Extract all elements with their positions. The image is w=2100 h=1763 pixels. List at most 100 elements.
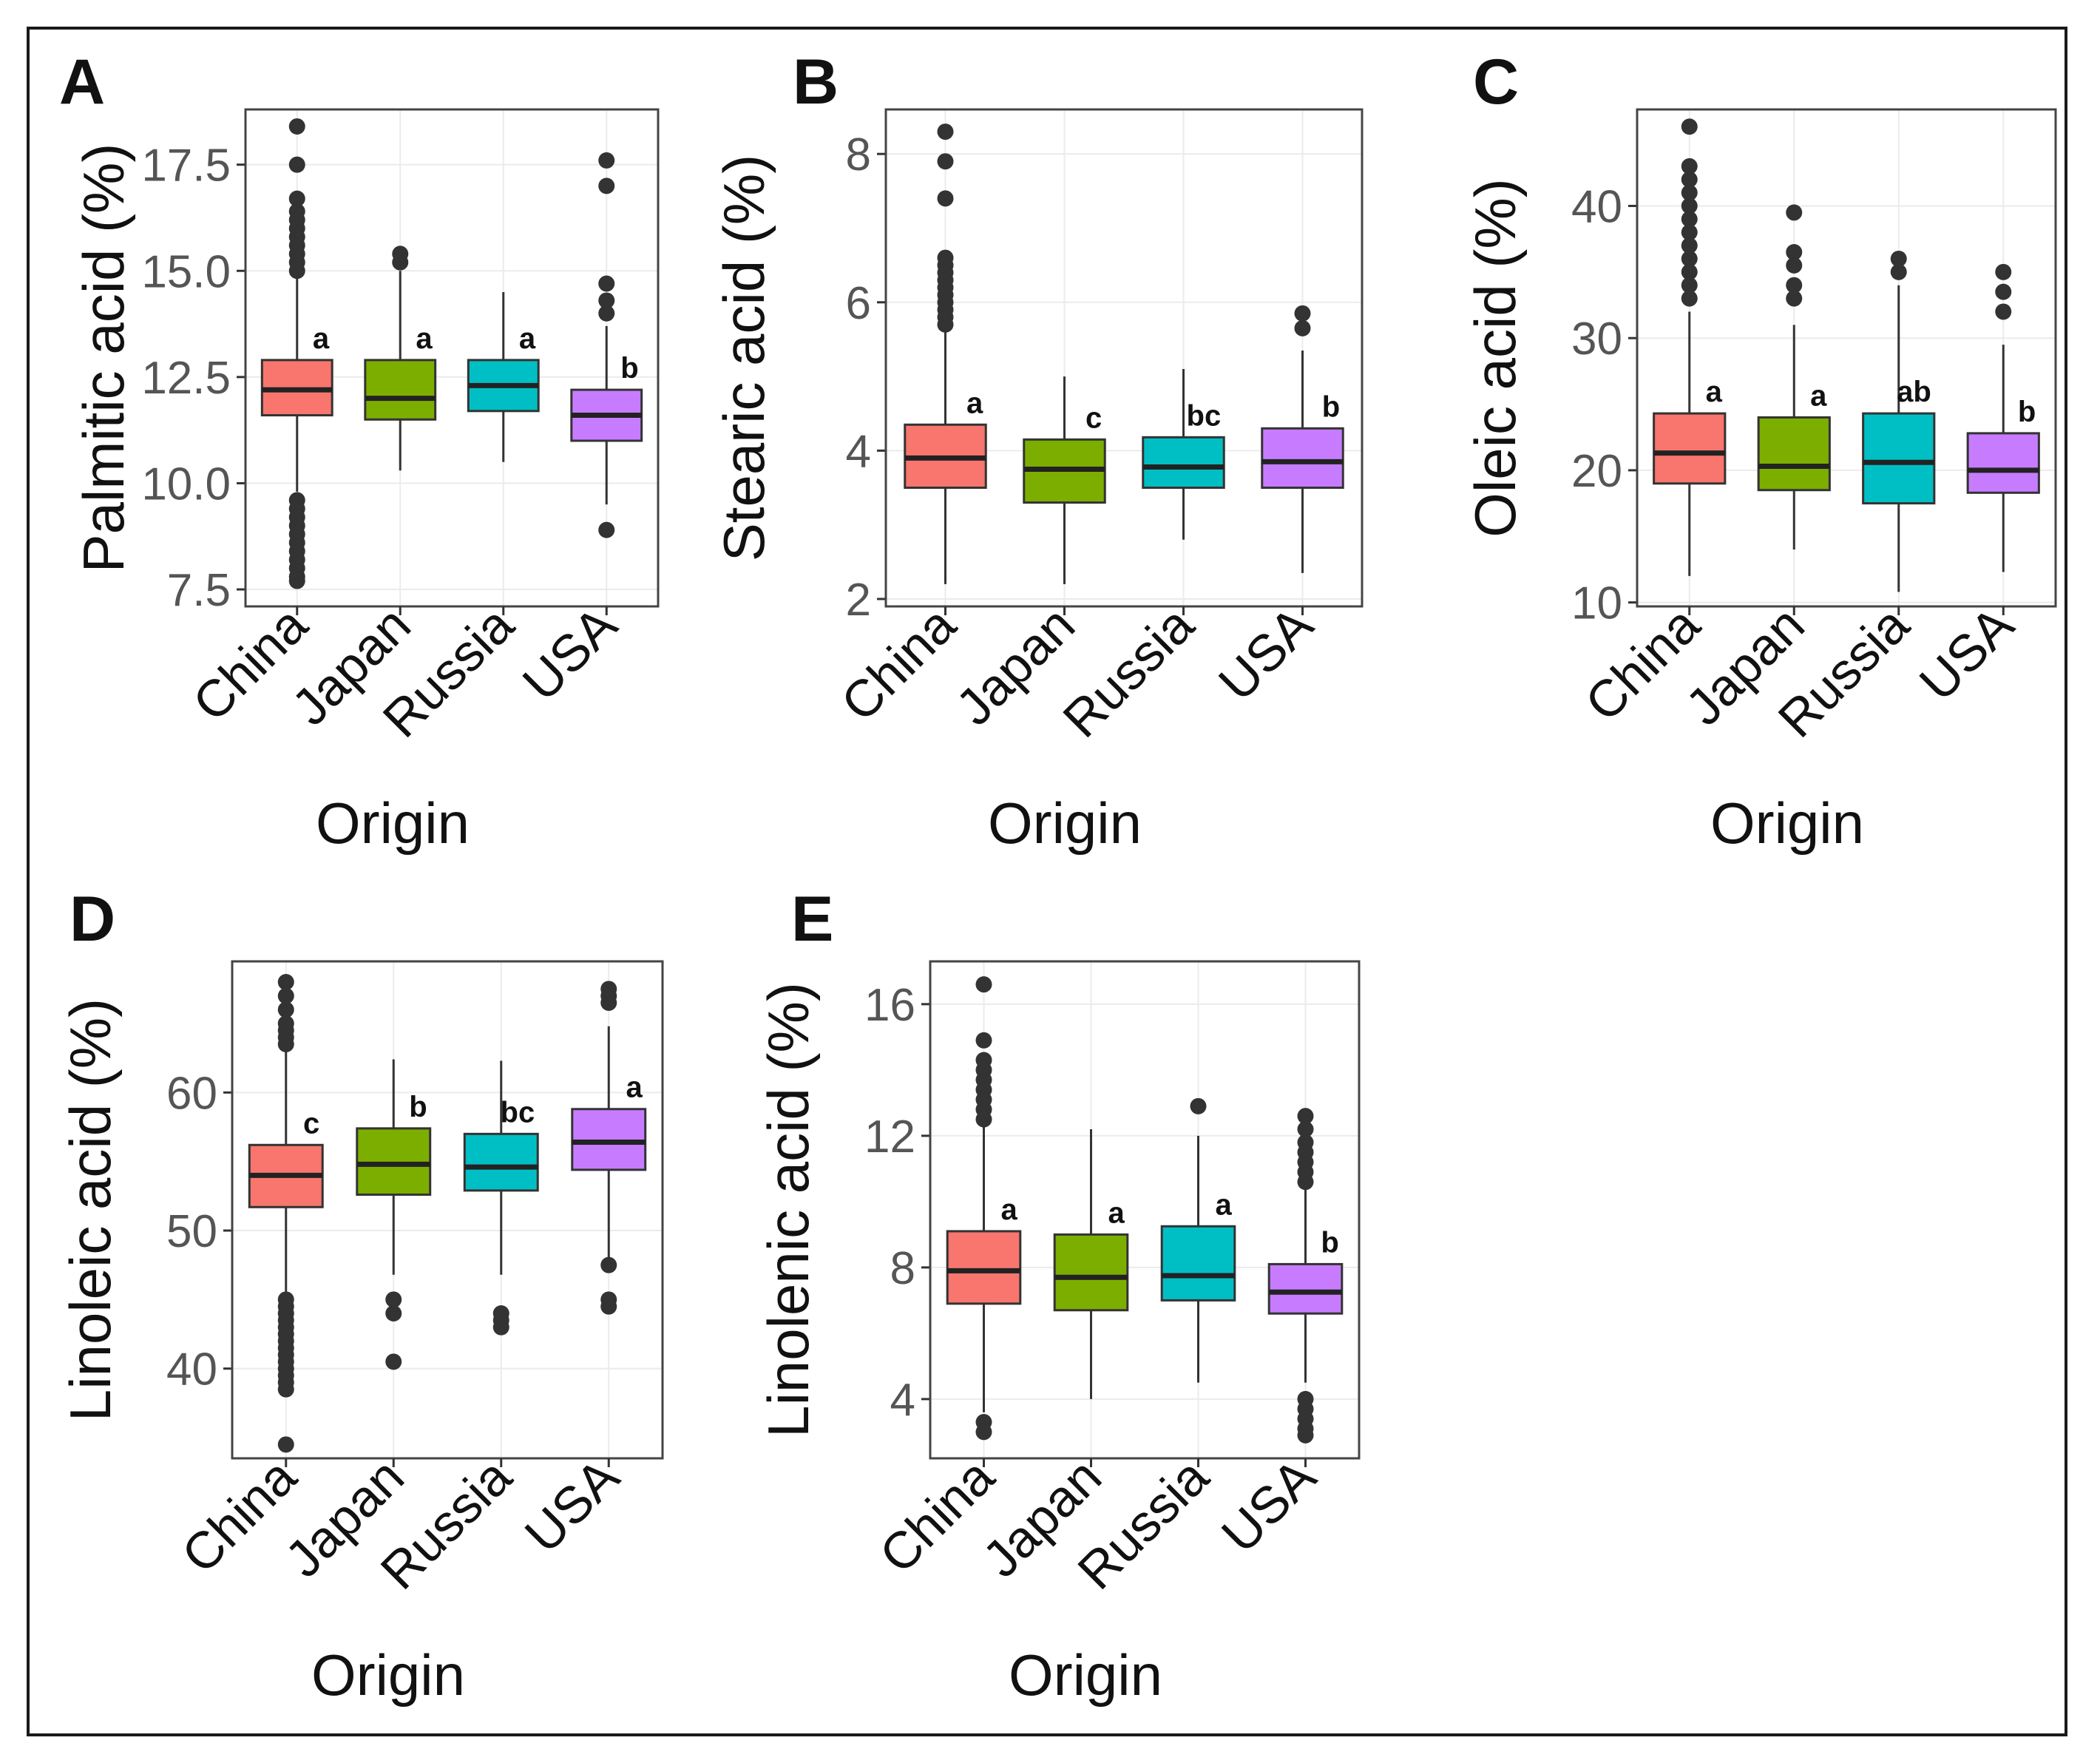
box-russia: bc (1142, 369, 1225, 540)
plot-frame (231, 960, 664, 1460)
box-body (571, 1108, 647, 1171)
y-tick-label: 8 (890, 1243, 915, 1294)
outlier-point (1681, 118, 1698, 135)
box-china: a (946, 976, 1022, 1441)
outlier-point (1681, 250, 1698, 267)
x-tick-label: USA (1210, 1447, 1327, 1563)
outlier-point (1297, 1427, 1314, 1444)
box-japan: b (356, 1059, 432, 1370)
x-axis-title: Origin (1009, 1642, 1162, 1708)
outlier-point (1890, 263, 1907, 280)
y-tick-label: 40 (1571, 181, 1622, 232)
outlier-point (392, 254, 409, 271)
x-tick-label: Russia (1052, 595, 1205, 748)
outlier-point (975, 1032, 992, 1049)
y-tick-label: 50 (166, 1206, 217, 1257)
y-tick-label: 8 (846, 129, 871, 180)
box-usa: a (571, 981, 647, 1315)
box-body (463, 1132, 539, 1192)
significance-label: a (1810, 379, 1827, 412)
panel-a: A7.510.012.515.017.5a a abChinaJapanRussia… (59, 47, 660, 856)
outlier-point (1294, 319, 1311, 336)
box-japan: a (1053, 1128, 1129, 1399)
x-tick-label: China (171, 1447, 308, 1584)
y-axis-title: Oleic acid (%) (1463, 178, 1528, 537)
outlier-point (1681, 263, 1698, 280)
box-body (946, 1230, 1022, 1305)
significance-label: b (620, 352, 638, 385)
outlier-point (1681, 277, 1698, 294)
significance-label: a (1706, 376, 1723, 408)
outlier-point (598, 292, 615, 309)
outlier-point (288, 263, 305, 280)
y-tick-label: 60 (166, 1068, 217, 1119)
box-body (356, 1127, 432, 1196)
y-tick-label: 4 (890, 1375, 915, 1426)
plot-frame (244, 108, 660, 608)
outlier-point (1681, 290, 1698, 307)
outlier-point (1786, 290, 1803, 307)
x-axis-title: Origin (311, 1642, 465, 1708)
box-body (1261, 427, 1344, 490)
outlier-point (598, 275, 615, 292)
plot-frame (884, 108, 1364, 608)
outlier-point (1995, 283, 2012, 300)
y-tick-label: 30 (1571, 314, 1622, 365)
outlier-point (277, 974, 294, 990)
outlier-point (277, 1381, 294, 1398)
box-china: a (904, 123, 987, 584)
outlier-point (937, 316, 954, 333)
x-axis-title: Origin (988, 791, 1142, 856)
box-body (1966, 432, 2040, 494)
x-axis-title: Origin (1710, 791, 1864, 856)
outlier-point (1681, 224, 1698, 241)
box-body (1757, 416, 1831, 492)
x-axis-title: Origin (316, 791, 470, 856)
outlier-point (937, 123, 954, 141)
outlier-point (277, 1001, 294, 1018)
significance-label: b (409, 1091, 427, 1123)
y-tick-label: 20 (1571, 446, 1622, 497)
box-japan: c (1023, 376, 1106, 584)
significance-label: c (303, 1107, 319, 1140)
outlier-point (1786, 204, 1803, 221)
significance-label: bc (1187, 399, 1222, 432)
y-axis-title: Linoleic acid (%) (58, 998, 123, 1421)
box-usa: b (1966, 263, 2040, 572)
y-tick-label: 10.0 (141, 458, 231, 510)
y-tick-label: 6 (846, 278, 871, 329)
x-tick-label: USA (1208, 595, 1324, 711)
outlier-point (1294, 305, 1311, 322)
y-tick-label: 17.5 (141, 141, 231, 192)
outlier-point (1786, 257, 1803, 274)
outlier-point (288, 190, 305, 207)
x-tick-label: USA (512, 595, 628, 711)
outlier-point (1190, 1097, 1207, 1114)
plot-frame (1636, 108, 2057, 608)
figure-border (27, 27, 2067, 1736)
box-body (1160, 1225, 1236, 1302)
significance-label: a (416, 322, 433, 355)
outlier-point (277, 1036, 294, 1052)
outlier-point (975, 1111, 992, 1128)
significance-label: bc (501, 1096, 535, 1128)
outlier-point (598, 177, 615, 194)
outlier-point (1297, 1108, 1314, 1125)
box-russia: a (1160, 1097, 1236, 1383)
outlier-point (975, 1424, 992, 1441)
significance-label: b (1322, 390, 1340, 423)
y-tick-label: 40 (166, 1344, 217, 1395)
panel-letter: C (1473, 47, 1519, 118)
box-body (1267, 1262, 1344, 1315)
box-russia: ab (1862, 250, 1936, 592)
box-usa: b (1261, 305, 1344, 573)
significance-label: a (519, 322, 536, 355)
outlier-point (1681, 158, 1698, 175)
outlier-point (1681, 184, 1698, 201)
outlier-point (288, 572, 305, 589)
significance-label: b (2018, 396, 2036, 428)
